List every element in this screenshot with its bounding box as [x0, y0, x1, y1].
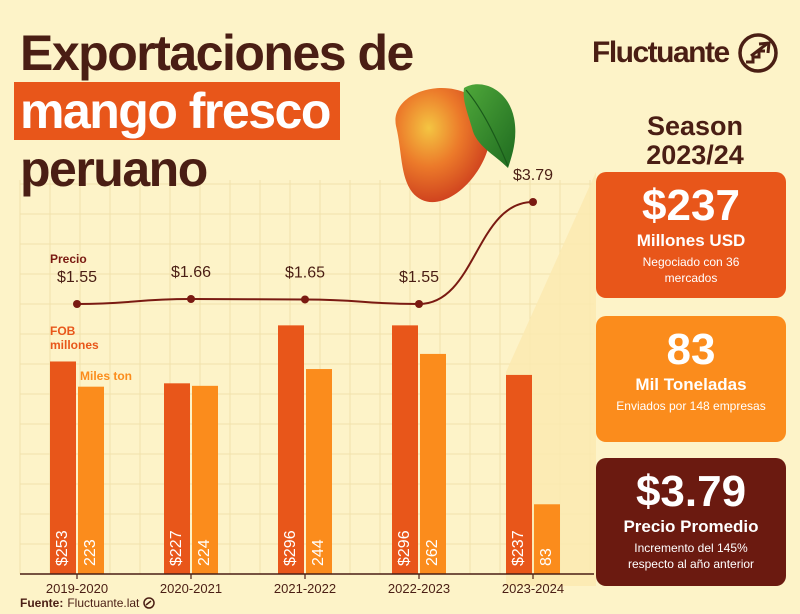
stat-value: $237 [642, 181, 740, 230]
source-label: Fuente: [20, 596, 64, 610]
legend-precio: Precio [50, 252, 87, 266]
bar-value-label: 262 [424, 539, 441, 566]
price-label: $1.66 [171, 264, 211, 281]
season-years: 2023/24 [646, 140, 744, 170]
fluctuante-small-icon [143, 597, 156, 609]
stat-value: 83 [666, 325, 716, 374]
price-point [529, 198, 537, 206]
bar-fob [506, 374, 532, 574]
stat-label: Precio Promedio [623, 517, 759, 536]
bar-miles-ton [192, 385, 218, 574]
stat-subtext: Enviados por 148 empresas [616, 399, 766, 413]
price-line [76, 201, 534, 306]
stat-subtext: Negociado con 36 mercados [642, 255, 740, 285]
bar-fob [278, 325, 304, 574]
stat-value: $3.79 [635, 467, 747, 516]
x-tick-label: 2020-2021 [160, 581, 222, 596]
price-label: $1.65 [285, 264, 325, 281]
bar-value-label: $296 [396, 530, 413, 566]
season-label: Season [646, 111, 744, 141]
stat-subtext: Incremento del 145% respecto al año ante… [627, 541, 755, 571]
bar-miles-ton [306, 369, 332, 574]
price-point [415, 300, 423, 308]
stat-card-tons: 83 Mil Toneladas Enviados por 148 empres… [596, 316, 786, 442]
source-value: Fluctuante.lat [67, 596, 140, 610]
bar-value-label: $296 [282, 530, 299, 566]
bar-value-label: 224 [196, 539, 213, 566]
brand: Fluctuante [592, 32, 779, 74]
title-line-3: peruano [20, 141, 208, 197]
price-label: $3.79 [513, 167, 553, 184]
bar-value-label: $253 [54, 530, 71, 566]
brand-name: Fluctuante [592, 36, 730, 69]
fluctuante-logo-icon [737, 33, 778, 73]
legend-fob: FOB millones [50, 324, 99, 352]
title-line-2: mango fresco [14, 82, 340, 140]
price-label: $1.55 [57, 269, 97, 286]
season-heading: Season 2023/24 [600, 112, 790, 170]
bar-fob [164, 383, 190, 574]
price-point [187, 294, 195, 303]
stat-card-price: $3.79 Precio Promedio Incremento del 145… [596, 458, 786, 586]
x-tick-label: 2021-2022 [274, 581, 336, 596]
bar-value-label: 223 [82, 539, 99, 566]
bar-fob [392, 325, 418, 574]
bar-fob [50, 361, 76, 574]
x-tick-label: 2019-2020 [46, 581, 108, 596]
price-label: $1.55 [399, 269, 439, 286]
x-tick-label: 2023-2024 [502, 581, 564, 596]
price-point [301, 295, 309, 304]
bar-value-label: $227 [168, 530, 185, 566]
legend-miles-ton: Miles ton [80, 369, 132, 383]
stat-label: Mil Toneladas [635, 375, 747, 394]
source-note: Fuente: Fluctuante.lat [20, 596, 156, 610]
bar-miles-ton [420, 353, 446, 574]
bar-value-label: $237 [510, 530, 527, 566]
mango-image [395, 84, 516, 203]
x-tick-label: 2022-2023 [388, 581, 450, 596]
title-line-1: Exportaciones de [20, 25, 414, 81]
page-title: Exportaciones de mango fresco peruano [14, 24, 414, 198]
bar-value-label: 83 [538, 548, 555, 566]
bar-value-label: 244 [310, 539, 327, 566]
stat-label: Millones USD [636, 231, 746, 250]
price-point [73, 300, 81, 308]
stat-card-usd: $237 Millones USD Negociado con 36 merca… [596, 172, 786, 298]
bar-miles-ton [78, 386, 104, 574]
bar-miles-ton [534, 504, 560, 574]
